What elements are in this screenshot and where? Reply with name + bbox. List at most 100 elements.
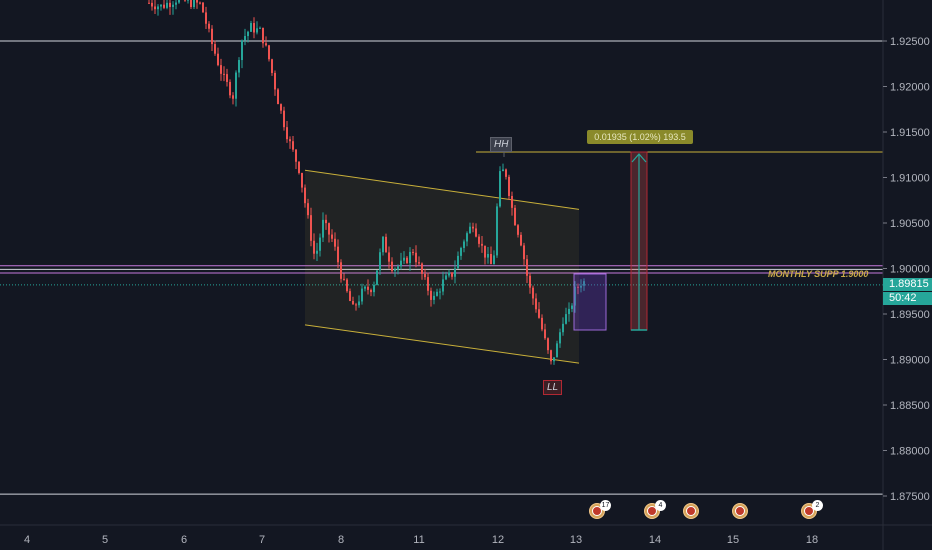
candle-body (535, 298, 537, 310)
candle-body (550, 350, 552, 362)
candle-body (175, 2, 177, 5)
candle-body (205, 12, 207, 24)
candle (481, 236, 483, 253)
channel-lower-line (304, 324, 580, 364)
candle (517, 224, 519, 238)
measure-tool (503, 151, 648, 331)
candle-body (484, 245, 486, 258)
candle (325, 214, 327, 230)
candle (439, 288, 441, 300)
measure-readout: 0.01935 (1.02%) 193.5 (587, 130, 693, 144)
candle-body (247, 31, 249, 37)
candle (313, 233, 315, 260)
price-tick-label: 1.90500 (890, 218, 930, 230)
candle (190, 0, 192, 9)
time-tick-label: 4 (24, 534, 30, 546)
candle-body (358, 301, 360, 306)
flag-emblem-icon (735, 506, 745, 516)
candle-body (439, 291, 441, 293)
candle (430, 287, 432, 307)
candle-body (481, 243, 483, 246)
candle-body (217, 53, 219, 66)
candle-body (298, 161, 300, 173)
price-tick-label: 1.92500 (890, 36, 930, 48)
candle-body (490, 253, 492, 265)
candle-body (265, 43, 267, 46)
candle-body (472, 226, 474, 229)
candle-body (424, 273, 426, 278)
candle (454, 260, 456, 284)
candle-body (373, 284, 375, 293)
candle-body (496, 206, 498, 256)
candle (562, 317, 564, 336)
candle (148, 0, 150, 4)
candle-body (556, 343, 558, 358)
au-flag-icon[interactable] (732, 503, 748, 519)
candle (568, 302, 570, 322)
candle (172, 1, 174, 15)
candle-body (499, 171, 501, 207)
candle (250, 20, 252, 32)
candle (508, 174, 510, 201)
uk-flag-icon[interactable]: 2 (801, 500, 823, 519)
candle-body (565, 314, 567, 324)
candle (385, 233, 387, 253)
candle (514, 204, 516, 226)
candle-body (166, 2, 168, 8)
candle-body (223, 73, 225, 75)
flag-emblem-icon (804, 506, 814, 516)
candle (298, 161, 300, 175)
candle-body (274, 72, 276, 90)
channel-upper-line (304, 169, 580, 210)
candle-body (463, 241, 465, 248)
candle (247, 30, 249, 43)
candle (463, 239, 465, 253)
candle-body (526, 259, 528, 276)
candle-body (190, 0, 192, 8)
candle-body (376, 270, 378, 285)
candle (175, 0, 177, 10)
candle (334, 232, 336, 251)
candle-body (379, 252, 381, 271)
candle-body (352, 300, 354, 305)
uk-flag-icon[interactable] (683, 503, 699, 519)
time-tick-label: 6 (181, 534, 187, 546)
candle (220, 58, 222, 81)
candle (445, 271, 447, 281)
candle (331, 229, 333, 242)
uk-flag-icon[interactable]: 17 (589, 500, 611, 519)
candle-body (442, 279, 444, 292)
candle-body (277, 89, 279, 105)
candle-body (313, 240, 315, 254)
candle-body (517, 225, 519, 235)
candle (199, 1, 201, 5)
candle-body (184, 0, 186, 1)
candle (394, 267, 396, 277)
candle (460, 246, 462, 260)
candle (238, 57, 240, 78)
candle (337, 239, 339, 269)
price-axis: 1.92500 1.92000 1.91500 1.91000 1.90500 1.900… (882, 0, 930, 550)
candle-body (253, 23, 255, 33)
flag-emblem-icon (686, 506, 696, 516)
time-tick-label: 5 (102, 534, 108, 546)
candle-body (514, 207, 516, 226)
candle (580, 279, 582, 293)
candle (448, 269, 450, 278)
candle (493, 250, 495, 265)
candle-body (532, 287, 534, 299)
candle-body (292, 141, 294, 150)
candle-body (433, 295, 435, 300)
candle (328, 222, 330, 243)
event-count-badge: 17 (600, 500, 611, 511)
candle-body (268, 45, 270, 60)
candle (160, 4, 162, 11)
candle (415, 245, 417, 268)
candle (157, 4, 159, 16)
candle-body (322, 219, 324, 238)
candle (223, 66, 225, 82)
uk-flag-icon[interactable]: 4 (644, 500, 666, 519)
candle-body (361, 288, 363, 302)
price-tick-label: 1.92000 (890, 82, 930, 94)
